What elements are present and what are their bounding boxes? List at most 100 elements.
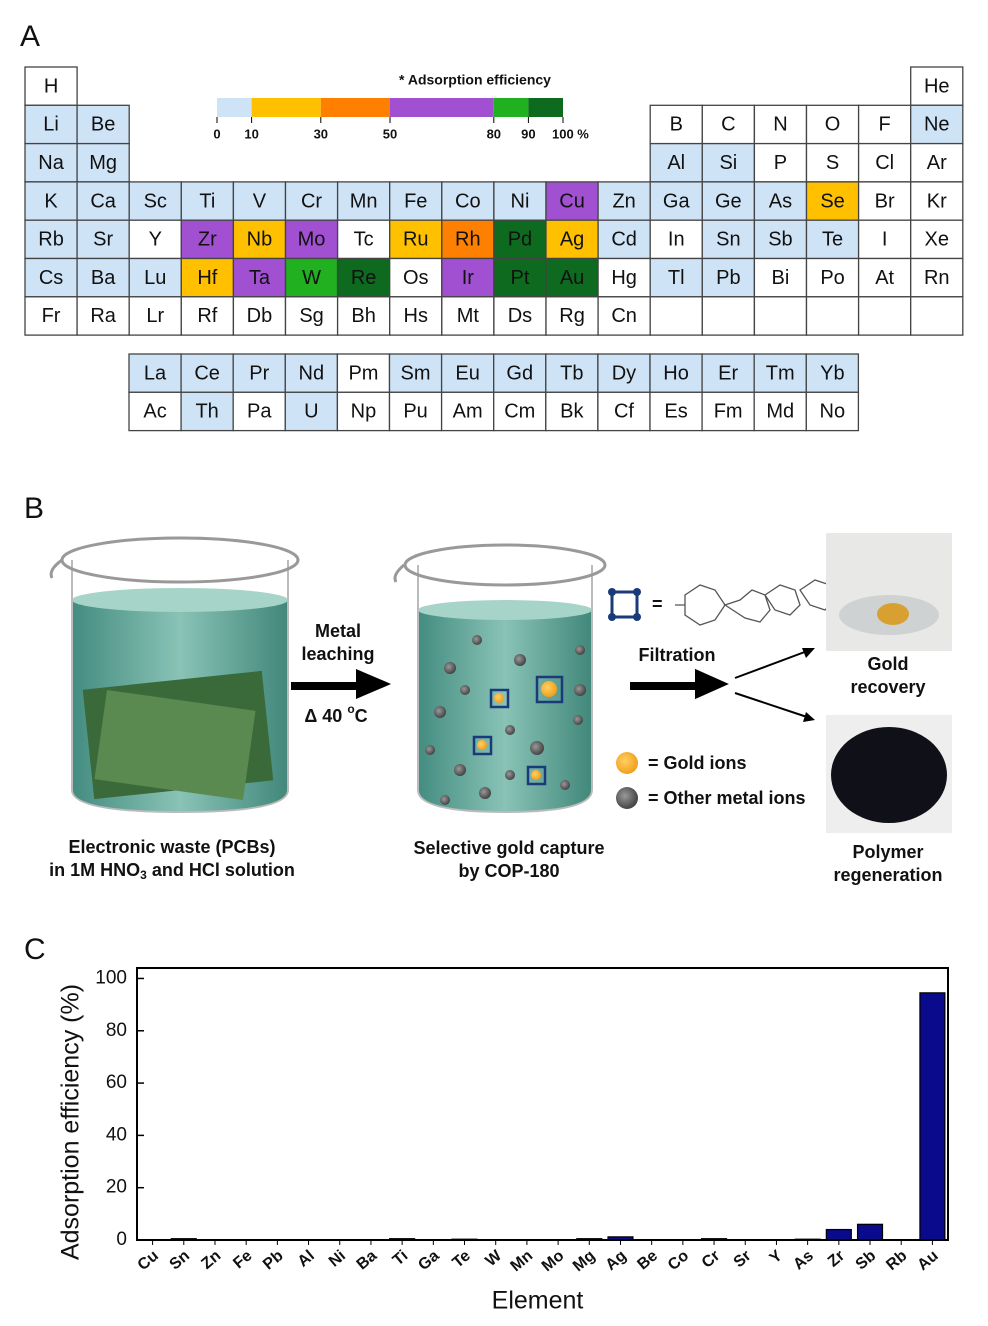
empty-cell bbox=[701, 296, 756, 336]
plot-frame bbox=[136, 967, 949, 1241]
element-symbol: Mo bbox=[298, 229, 326, 251]
element-symbol: He bbox=[924, 75, 950, 97]
x-tick-label: Cr bbox=[699, 1247, 724, 1271]
element-cell bbox=[388, 353, 443, 393]
element-cell bbox=[805, 142, 860, 183]
branch-arrow bbox=[734, 692, 811, 719]
x-tick-label: Mg bbox=[570, 1247, 599, 1275]
element-cell bbox=[232, 296, 287, 336]
element-cell bbox=[545, 219, 599, 260]
legend-segment bbox=[493, 98, 529, 117]
temperature: Δ 40 oC bbox=[304, 702, 367, 726]
element-symbol: Cm bbox=[504, 401, 535, 423]
element-symbol: Tb bbox=[560, 362, 583, 384]
element-cell bbox=[753, 181, 808, 221]
legend-title: * Adsorption efficiency bbox=[399, 72, 551, 88]
x-tick-label: Fe bbox=[230, 1247, 255, 1272]
element-symbol: Sb bbox=[768, 229, 792, 251]
element-symbol: Be bbox=[91, 114, 115, 136]
result-label: recovery bbox=[850, 677, 925, 697]
caption-part: in 1M HNO bbox=[49, 860, 140, 880]
element-cell bbox=[76, 257, 130, 298]
empty-cell bbox=[649, 296, 703, 336]
element-symbol: Na bbox=[38, 152, 64, 174]
x-tick-label: Rb bbox=[883, 1247, 910, 1274]
temp-part: Δ 40 bbox=[304, 706, 347, 726]
element-cell bbox=[336, 391, 391, 432]
caption: Electronic waste (PCBs) bbox=[68, 837, 275, 857]
element-cell bbox=[805, 219, 860, 260]
element-symbol: Pb bbox=[716, 267, 740, 289]
element-symbol: Al bbox=[667, 152, 685, 174]
element-symbol: Ge bbox=[715, 190, 742, 212]
element-symbol: Ar bbox=[927, 152, 947, 174]
y-tick-label: 40 bbox=[106, 1124, 127, 1145]
element-symbol: V bbox=[253, 190, 267, 212]
element-cell bbox=[284, 296, 339, 336]
element-symbol: Re bbox=[351, 267, 377, 289]
step-label: Filtration bbox=[639, 645, 716, 665]
element-cell bbox=[649, 257, 703, 298]
x-tick-label: Pb bbox=[260, 1247, 287, 1273]
element-symbol: Sg bbox=[299, 305, 323, 327]
element-symbol: Tc bbox=[354, 229, 374, 251]
element-cell bbox=[805, 391, 860, 432]
element-cell bbox=[336, 257, 391, 298]
result-label: Polymer bbox=[852, 842, 923, 862]
element-symbol: Zr bbox=[198, 229, 217, 251]
beaker-1 bbox=[49, 536, 300, 814]
x-tick-label: Be bbox=[634, 1247, 661, 1273]
element-symbol: Ra bbox=[90, 305, 116, 327]
bar bbox=[825, 1228, 852, 1241]
element-cell bbox=[441, 219, 495, 260]
element-symbol: Dy bbox=[612, 362, 636, 384]
element-symbol: Sn bbox=[716, 229, 740, 251]
element-symbol: P bbox=[774, 152, 787, 174]
arrow bbox=[291, 668, 392, 700]
element-symbol: Pa bbox=[247, 401, 272, 423]
legend-segment bbox=[528, 98, 563, 117]
element-symbol: Cn bbox=[611, 305, 637, 327]
element-cell bbox=[440, 391, 495, 432]
x-tick-label: Ba bbox=[354, 1247, 381, 1273]
element-symbol: Pm bbox=[348, 362, 378, 384]
element-symbol: Yb bbox=[820, 362, 844, 384]
element-symbol: Os bbox=[403, 267, 429, 289]
element-symbol: F bbox=[879, 114, 891, 136]
element-cell bbox=[128, 296, 182, 336]
element-symbol: Xe bbox=[925, 229, 949, 251]
element-cell bbox=[232, 257, 287, 298]
caption: by COP-180 bbox=[458, 861, 559, 881]
element-cell bbox=[701, 104, 756, 145]
element-symbol: Ti bbox=[199, 190, 215, 212]
element-symbol: La bbox=[144, 362, 167, 384]
element-cell bbox=[649, 104, 703, 145]
element-symbol: Ga bbox=[663, 190, 691, 212]
element-symbol: Kr bbox=[927, 190, 947, 212]
element-cell bbox=[284, 391, 339, 432]
x-tick-label: Y bbox=[767, 1247, 786, 1267]
legend-segment bbox=[251, 98, 321, 117]
y-tick-label: 100 bbox=[95, 967, 127, 988]
panel-label: A bbox=[20, 20, 40, 53]
element-symbol: Co bbox=[455, 190, 481, 212]
element-symbol: Hs bbox=[404, 305, 428, 327]
x-tick-label: Sr bbox=[731, 1247, 755, 1271]
arrow-head bbox=[803, 712, 815, 722]
element-cell bbox=[597, 181, 651, 221]
bar-chart: 0 20 40 60 80 100 Cu Sn Zn Fe Pb Al Ni Ba Ti Ga Te W Mn Mo M… bbox=[57, 967, 949, 1315]
element-symbol: Pd bbox=[508, 229, 532, 251]
element-symbol: Se bbox=[820, 190, 844, 212]
result-label: Gold bbox=[868, 654, 909, 674]
x-tick-label: Ag bbox=[602, 1247, 629, 1274]
element-cell bbox=[388, 391, 443, 432]
element-symbol: Bk bbox=[560, 401, 584, 423]
element-cell bbox=[753, 257, 808, 298]
element-symbol: Li bbox=[43, 114, 59, 136]
element-symbol: S bbox=[826, 152, 839, 174]
step-label: Metal bbox=[315, 621, 361, 641]
element-cell bbox=[910, 66, 964, 106]
y-tick-label: 60 bbox=[106, 1072, 127, 1093]
element-symbol: Eu bbox=[455, 362, 479, 384]
x-tick-label: Ti bbox=[390, 1247, 412, 1269]
